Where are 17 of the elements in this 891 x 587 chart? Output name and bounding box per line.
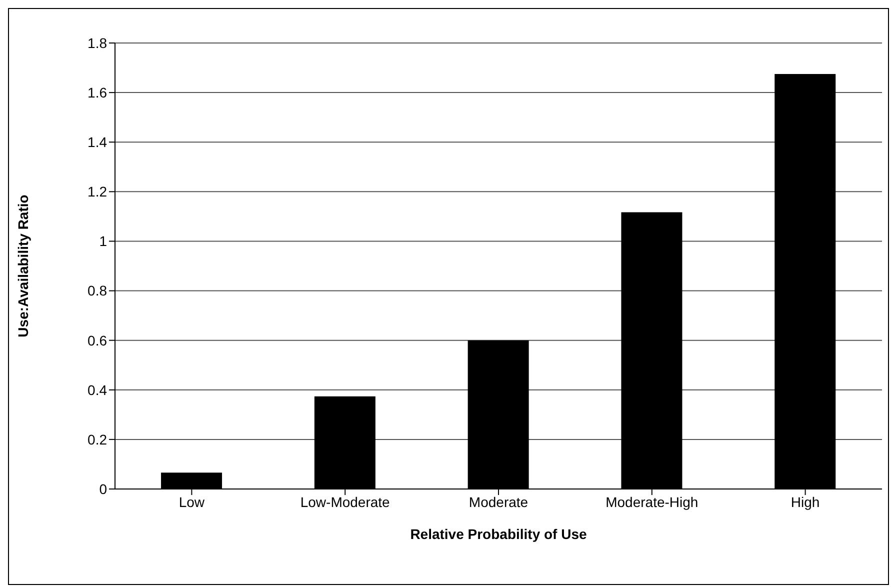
y-tick-label: 1 bbox=[99, 233, 108, 250]
y-tick-label: 0.4 bbox=[88, 382, 108, 398]
y-tick-label: 0.6 bbox=[88, 332, 108, 348]
y-tick-label: 0 bbox=[99, 480, 108, 497]
x-tick-label: Moderate bbox=[468, 494, 528, 510]
y-tick-label: 1.2 bbox=[88, 184, 108, 200]
x-tick-label: Low bbox=[178, 494, 206, 510]
x-tick-label: Low-Moderate bbox=[300, 494, 390, 510]
y-tick-label: 1.4 bbox=[88, 134, 108, 150]
x-tick-label: Moderate-High bbox=[606, 494, 698, 510]
y-tick-label: 1.8 bbox=[88, 34, 108, 51]
y-tick-label: 0.8 bbox=[88, 282, 108, 299]
y-axis-title: Use:Availability Ratio bbox=[14, 194, 31, 338]
x-tick-label: High bbox=[790, 494, 820, 510]
y-tick-label: 1.6 bbox=[88, 84, 108, 101]
x-axis-title: Relative Probability of Use bbox=[410, 526, 588, 542]
y-tick-label: 0.2 bbox=[88, 431, 108, 448]
